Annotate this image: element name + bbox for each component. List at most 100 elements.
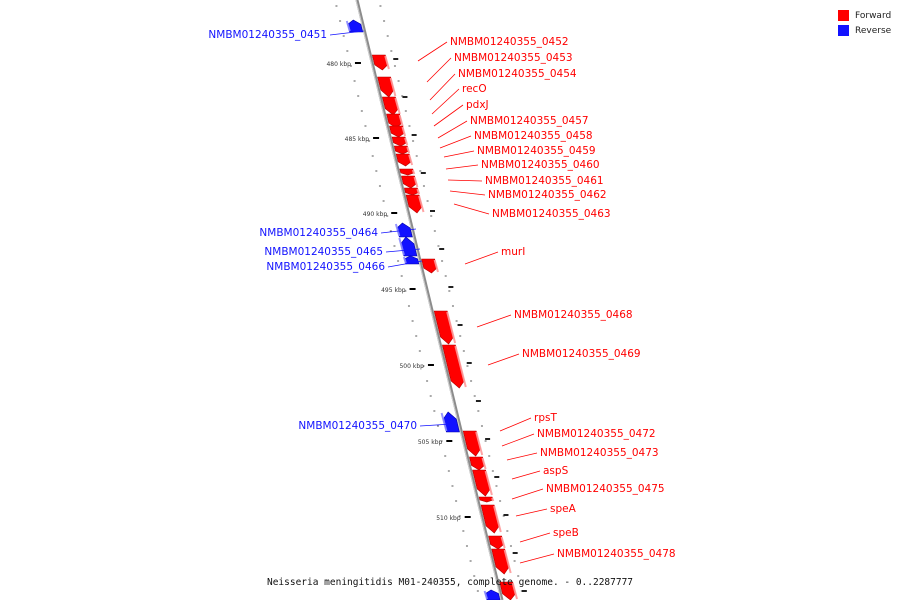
gene-label[interactable]: NMBM01240355_0454: [458, 68, 577, 80]
gene-shading: [483, 590, 488, 600]
gene-label[interactable]: NMBM01240355_0461: [485, 175, 604, 187]
gene-label[interactable]: NMBM01240355_0469: [522, 348, 641, 360]
gene-nmbm01240355_0475[interactable]: NMBM01240355_0475: [480, 483, 665, 534]
forward-gene-arrow[interactable]: [472, 469, 491, 497]
gene-label[interactable]: NMBM01240355_0459: [477, 145, 596, 157]
gene-nmbm01240355_0460[interactable]: NMBM01240355_0460: [399, 159, 600, 176]
forward-gene-arrow[interactable]: [395, 153, 412, 167]
gene-shading: [500, 536, 506, 549]
gene-label[interactable]: NMBM01240355_0465: [264, 246, 383, 258]
gene-label[interactable]: NMBM01240355_0475: [546, 483, 665, 495]
gene-muri[interactable]: murI: [421, 246, 526, 274]
forward-gene-arrow[interactable]: [399, 168, 415, 176]
gene-label[interactable]: recO: [462, 83, 487, 95]
reverse-gene-arrow[interactable]: [442, 411, 460, 433]
gene-nmbm01240355_0466[interactable]: NMBM01240355_0466: [266, 255, 423, 273]
gene-label[interactable]: speA: [550, 503, 577, 515]
gene-nmbm01240355_0478[interactable]: NMBM01240355_0478: [499, 548, 676, 600]
gene-rpst[interactable]: rpsT: [462, 412, 557, 457]
gene-shading: [394, 97, 401, 115]
gene-label[interactable]: NMBM01240355_0473: [540, 447, 659, 459]
gene-shading: [411, 169, 416, 175]
gene-label[interactable]: rpsT: [534, 412, 557, 424]
forward-gene-arrow[interactable]: [478, 496, 494, 503]
scale-label: 495 kbp: [381, 287, 406, 294]
forward-gene-arrow[interactable]: [405, 194, 423, 214]
gene-label[interactable]: NMBM01240355_0451: [208, 29, 327, 41]
forward-gene-arrow[interactable]: [386, 113, 403, 129]
legend-reverse: Reverse: [838, 23, 891, 38]
forward-gene-arrow[interactable]: [462, 430, 481, 457]
gene-label[interactable]: NMBM01240355_0462: [488, 189, 607, 201]
gene-shading: [345, 20, 351, 32]
gene-label[interactable]: pdxJ: [466, 99, 489, 111]
forward-gene-arrow[interactable]: [377, 76, 395, 98]
forward-gene-arrow[interactable]: [371, 54, 389, 71]
gene-nmbm01240355_0472[interactable]: NMBM01240355_0472: [469, 428, 656, 471]
gene-nmbm01240355_0454[interactable]: NMBM01240355_0454: [382, 68, 577, 116]
forward-gene-arrow[interactable]: [421, 258, 438, 274]
gene-nmbm01240355_0465[interactable]: NMBM01240355_0465: [264, 236, 421, 258]
gene-leader-line: [519, 532, 551, 543]
gene-nmbm01240355_0458[interactable]: NMBM01240355_0458: [393, 130, 593, 155]
gene-label[interactable]: NMBM01240355_0458: [474, 130, 593, 142]
forward-gene-arrow[interactable]: [499, 581, 516, 600]
gene-nmbm01240355_0470[interactable]: NMBM01240355_0470: [298, 411, 460, 433]
forward-gene-arrow[interactable]: [389, 125, 405, 138]
forward-gene-arrow[interactable]: [491, 548, 510, 575]
gene-nmbm01240355_0464[interactable]: NMBM01240355_0464: [259, 222, 417, 239]
forward-gene-arrow[interactable]: [393, 145, 409, 155]
gene-label[interactable]: murI: [501, 246, 525, 258]
gene-speb[interactable]: speB: [491, 527, 579, 575]
forward-gene-arrow[interactable]: [480, 504, 500, 534]
gene-label[interactable]: NMBM01240355_0478: [557, 548, 676, 560]
gene-label[interactable]: NMBM01240355_0472: [537, 428, 656, 440]
gene-label[interactable]: NMBM01240355_0452: [450, 36, 569, 48]
gene-label[interactable]: aspS: [543, 465, 569, 477]
gene-label[interactable]: NMBM01240355_0464: [259, 227, 378, 239]
gene-leader-line: [519, 553, 555, 564]
gene-leader-line: [380, 228, 417, 234]
gene-leader-line: [447, 179, 483, 182]
gene-nmbm01240355_0469[interactable]: NMBM01240355_0469: [442, 344, 641, 389]
gene-nmbm01240355_0462[interactable]: NMBM01240355_0462: [404, 187, 607, 201]
forward-gene-arrow[interactable]: [442, 344, 465, 389]
gene-label[interactable]: NMBM01240355_0463: [492, 208, 611, 220]
gene-pdxj[interactable]: pdxJ: [389, 99, 489, 138]
gene-asps[interactable]: aspS: [478, 465, 569, 503]
gene-label[interactable]: NMBM01240355_0470: [298, 420, 417, 432]
gene-partial[interactable]: [483, 589, 501, 600]
forward-gene-arrow[interactable]: [469, 456, 485, 471]
gene-nmbm01240355_0463[interactable]: NMBM01240355_0463: [405, 194, 611, 220]
gene-nmbm01240355_0473[interactable]: NMBM01240355_0473: [472, 447, 659, 497]
gene-label[interactable]: NMBM01240355_0453: [454, 52, 573, 64]
reverse-gene-arrow[interactable]: [485, 589, 501, 600]
forward-swatch: [838, 10, 849, 21]
gene-label[interactable]: speB: [553, 527, 579, 539]
gene-nmbm01240355_0459[interactable]: NMBM01240355_0459: [395, 145, 596, 167]
gene-reco[interactable]: recO: [386, 83, 487, 129]
gene-shading: [408, 154, 414, 166]
forward-gene-arrow[interactable]: [382, 96, 399, 116]
forward-gene-arrow[interactable]: [404, 187, 419, 196]
gene-label[interactable]: NMBM01240355_0460: [481, 159, 600, 171]
gene-spea[interactable]: speA: [488, 503, 577, 550]
gene-label[interactable]: NMBM01240355_0457: [470, 115, 589, 127]
gene-nmbm01240355_0468[interactable]: NMBM01240355_0468: [433, 309, 633, 345]
gene-shading: [511, 582, 518, 600]
forward-gene-arrow[interactable]: [401, 175, 417, 189]
gene-label[interactable]: NMBM01240355_0468: [514, 309, 633, 321]
forward-gene-arrow[interactable]: [488, 535, 504, 550]
gene-shading: [503, 549, 512, 574]
gene-nmbm01240355_0461[interactable]: NMBM01240355_0461: [401, 175, 604, 189]
gene-nmbm01240355_0452[interactable]: NMBM01240355_0452: [371, 36, 569, 71]
gene-label[interactable]: NMBM01240355_0466: [266, 261, 385, 273]
gene-shading: [406, 146, 411, 154]
gene-nmbm01240355_0453[interactable]: NMBM01240355_0453: [377, 52, 573, 98]
gene-nmbm01240355_0451[interactable]: NMBM01240355_0451: [208, 19, 365, 41]
gene-nmbm01240355_0457[interactable]: NMBM01240355_0457: [391, 115, 589, 147]
gene-shading: [418, 195, 425, 213]
forward-gene-arrow[interactable]: [391, 136, 407, 147]
tick-layer: [335, 5, 527, 592]
genome-backbone-highlight: [355, 0, 502, 600]
